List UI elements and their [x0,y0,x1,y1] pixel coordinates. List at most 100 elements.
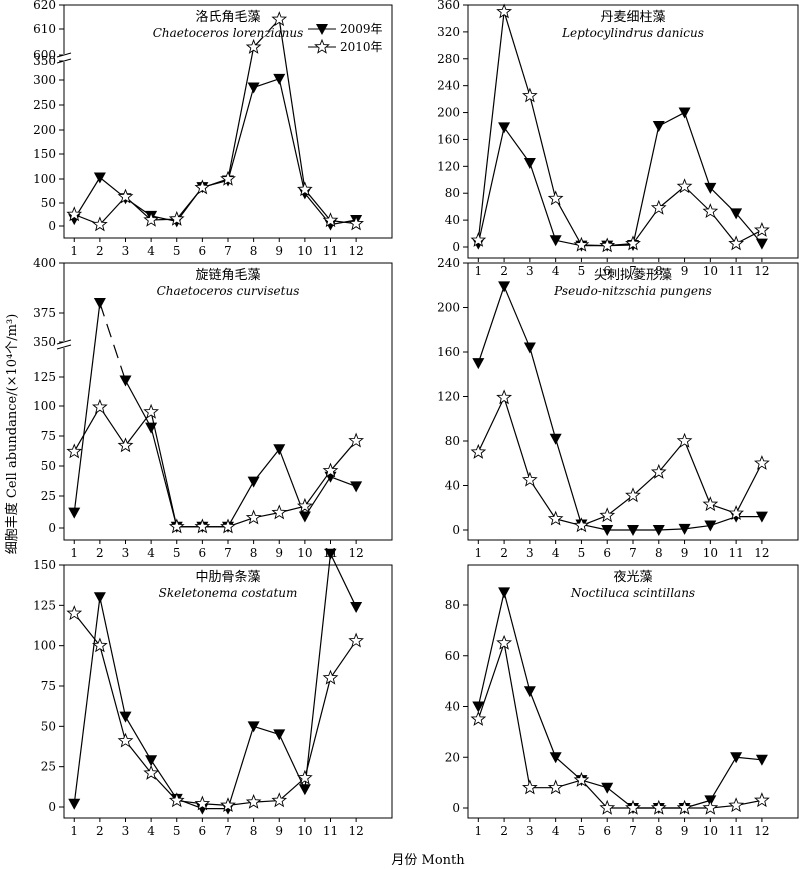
marker-2010 [271,11,288,27]
y-tick-label: 20 [445,750,460,764]
marker-2010 [322,462,339,478]
panel-subtitle: Chaetoceros lorenzianus [153,26,304,40]
marker-2010 [117,188,134,204]
x-tick-label: 12 [348,824,363,838]
series-segment-2009 [684,524,711,530]
x-tick-label: 8 [250,824,258,838]
x-tick-label: 7 [629,264,637,278]
x-tick-label: 8 [655,546,663,560]
y-tick-label: 40 [445,213,460,227]
x-tick-label: 1 [70,824,78,838]
y-tick-label: 50 [41,196,56,210]
marker-2010 [753,792,770,808]
axis-break-gap [56,54,72,62]
x-tick-label: 7 [224,546,232,560]
series-segment-2009 [477,127,505,244]
x-tick-label: 7 [224,244,232,258]
panel-title: 丹麦细柱藻 [600,10,665,25]
series-segment-2010 [529,479,557,520]
marker-2009 [273,73,286,85]
plot-frame [63,262,393,541]
series-segment-2010 [555,198,582,246]
x-tick-label: 4 [552,824,560,838]
marker-2010 [496,634,512,650]
x-tick-label: 10 [297,546,312,560]
marker-2010 [322,212,339,228]
marker-2010 [470,232,487,247]
series-segment-2009 [683,112,711,189]
x-tick-label: 11 [728,546,743,560]
marker-2010 [470,443,487,459]
marker-2010 [348,215,365,231]
marker-2010 [547,779,564,795]
y-tick-label: 125 [33,370,56,384]
x-tick-label: 6 [603,546,611,560]
series-segment-2010 [606,495,634,517]
marker-2010 [271,792,288,808]
y-tick-label: 80 [445,434,460,448]
x-tick-label: 3 [122,244,130,258]
series-segment-2009 [477,592,505,707]
marker-2010 [496,3,513,19]
series-segment-2009 [253,448,280,482]
y-tick-label: 50 [41,719,56,733]
marker-2010 [168,792,185,808]
marker-2009 [523,686,536,698]
marker-2009 [652,525,665,536]
marker-2010 [573,517,590,533]
y-tick-label: 0 [452,801,460,815]
x-tick-label: 10 [297,824,312,838]
series-segment-2009 [124,716,152,761]
x-tick-label: 6 [199,824,207,838]
marker-2009 [93,298,106,309]
marker-2010 [599,507,616,523]
series-segment-2009 [278,734,306,790]
x-tick-label: 2 [500,546,508,560]
marker-2009 [247,476,260,488]
marker-2009 [549,752,562,764]
series-segment-2010 [99,645,127,742]
x-axis-title: 月份 Month [391,853,465,868]
panel-subtitle: Skeletonema costatum [159,586,298,600]
y-tick-label: 80 [445,598,460,612]
series-segment-2009 [503,286,531,348]
marker-2010 [168,518,185,534]
marker-2009 [324,548,337,560]
y-tick-label: 250 [33,98,56,112]
series-segment-2009 [253,78,280,89]
series-segment-2009 [529,691,557,758]
series-segment-2009 [735,212,763,245]
marker-2009 [93,172,106,184]
series-segment-2010 [684,186,711,212]
series-segment-2009 [503,592,531,692]
marker-2010 [599,799,616,815]
y-tick-label: 150 [33,558,56,572]
series-segment-2009 [330,476,357,487]
series-segment-2009 [227,726,255,809]
marker-2009 [601,782,614,794]
panel-subtitle: Pseudo-nitzschia pungens [553,284,712,298]
x-tick-label: 3 [526,264,534,278]
marker-2009 [755,754,768,766]
series-segment-2010 [278,777,306,801]
marker-2010 [194,518,211,534]
marker-2009 [549,433,562,445]
y-tick-label: 75 [41,429,56,443]
y-tick-label: 25 [41,760,56,774]
marker-2010 [194,795,211,811]
series-segment-2009 [150,759,178,800]
series-segment-2009 [227,481,255,528]
marker-2009 [652,121,665,132]
plot-frame [467,4,799,259]
marker-2010 [496,389,513,405]
x-tick-label: 12 [754,824,769,838]
marker-2009 [678,107,691,119]
x-tick-label: 7 [224,824,232,838]
marker-2010 [143,403,160,419]
x-tick-label: 6 [199,244,207,258]
x-tick-label: 1 [474,264,482,278]
